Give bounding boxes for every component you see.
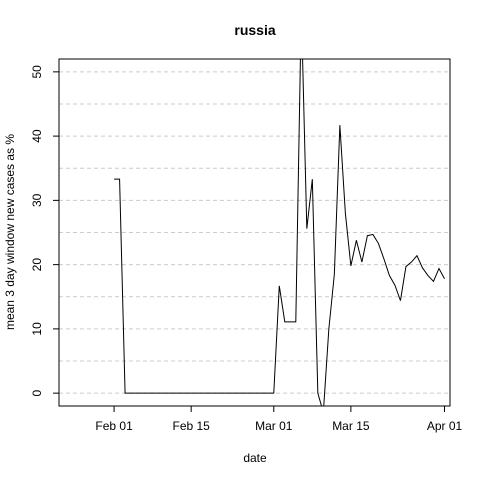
gridlines	[59, 71, 450, 394]
x-tick-label: Feb 15	[172, 419, 210, 433]
x-tick-label: Mar 15	[332, 419, 370, 433]
chart-title: russia	[234, 22, 275, 38]
x-tick-label: Mar 01	[255, 419, 293, 433]
y-tick-label: 40	[30, 129, 44, 143]
x-tick-label: Feb 01	[95, 419, 133, 433]
y-axis-label: mean 3 day window new cases as %	[3, 134, 17, 330]
x-tick-label: Apr 01	[427, 419, 463, 433]
series-layer	[114, 59, 445, 406]
series-line	[114, 59, 445, 406]
y-axis: 0 10 20 30 40 50	[30, 65, 59, 396]
x-axis: Feb 01 Feb 15 Mar 01 Mar 15 Apr 01	[95, 406, 462, 433]
y-tick-label: 30	[30, 193, 44, 207]
y-tick-label: 20	[30, 258, 44, 272]
y-tick-label: 0	[30, 389, 44, 396]
plot-frame	[58, 58, 451, 407]
y-tick-label: 50	[30, 65, 44, 79]
x-axis-label: date	[243, 451, 267, 465]
y-tick-label: 10	[30, 322, 44, 336]
